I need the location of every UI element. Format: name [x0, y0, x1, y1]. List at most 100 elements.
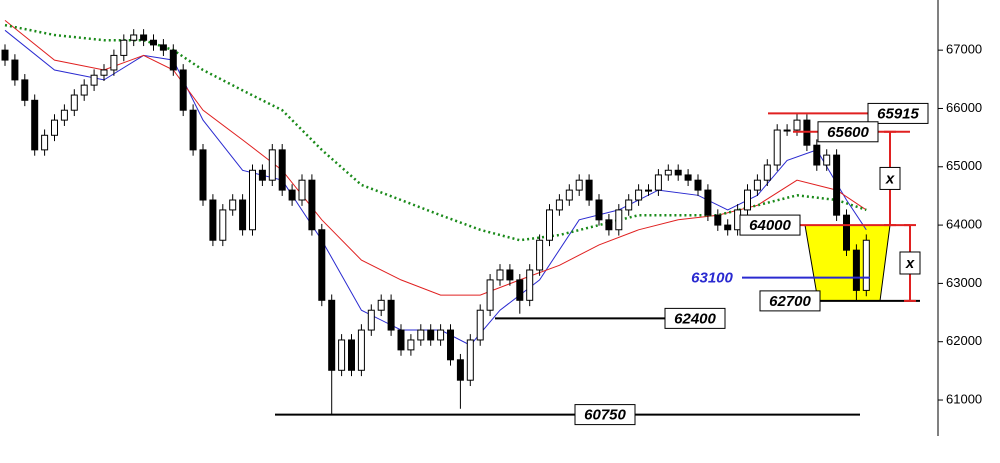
- candle-body: [605, 219, 613, 231]
- measure-label: x: [905, 255, 915, 272]
- candle-body: [21, 79, 29, 101]
- candle-body: [645, 189, 652, 192]
- candle-body: [80, 84, 88, 96]
- candle-body: [852, 249, 860, 291]
- level-label-box: [682, 267, 742, 288]
- candle-body: [110, 54, 118, 71]
- candle-body: [239, 199, 247, 231]
- level-label: 65600: [827, 124, 869, 141]
- candle-body: [268, 149, 276, 181]
- candle-body: [140, 34, 148, 41]
- candle-body: [506, 269, 514, 281]
- level-label: 65915: [877, 105, 919, 122]
- candle-body: [338, 339, 346, 371]
- level-label-box: [739, 214, 801, 236]
- candle-body: [397, 329, 405, 351]
- candle-body: [41, 134, 49, 151]
- candle-body: [674, 169, 682, 176]
- level-label: 60750: [584, 407, 626, 424]
- candle-body: [11, 59, 19, 81]
- y-tick-label: 67000: [946, 42, 982, 57]
- candle-body: [51, 119, 58, 136]
- candle-body: [150, 39, 157, 46]
- candle-body: [179, 69, 187, 111]
- y-tick-label: 65000: [946, 158, 982, 173]
- candle-body: [159, 44, 167, 51]
- candle-body: [833, 154, 841, 216]
- candle-body: [278, 149, 286, 191]
- level-label-box: [867, 102, 929, 124]
- candle-body: [724, 224, 732, 231]
- candle-body: [496, 269, 504, 281]
- level-label: 62700: [769, 293, 811, 310]
- candle-body: [763, 164, 771, 181]
- candle-body: [476, 309, 484, 341]
- candle-body: [536, 239, 544, 271]
- candle-body: [357, 329, 365, 371]
- candle-body: [169, 49, 177, 71]
- candle-body: [367, 309, 375, 331]
- level-label-box: [817, 121, 879, 143]
- candle-body: [753, 179, 761, 191]
- candle-body: [694, 179, 702, 191]
- candle-body: [377, 299, 385, 311]
- y-tick-label: 62000: [946, 333, 982, 348]
- candle-body: [407, 339, 415, 351]
- candle-body: [843, 214, 850, 251]
- y-tick-label: 63000: [946, 275, 982, 290]
- level-label-box: [664, 307, 726, 329]
- candle-body: [308, 179, 316, 231]
- candle-body: [1, 49, 9, 61]
- candle-body: [298, 179, 306, 201]
- candle-body: [447, 329, 454, 361]
- candle-body: [664, 169, 672, 176]
- candle-body: [229, 199, 237, 211]
- level-label: 62400: [674, 310, 716, 327]
- candle-body: [595, 199, 603, 221]
- candle-body: [546, 209, 553, 241]
- candle-body: [70, 94, 78, 111]
- candle-body: [288, 189, 296, 201]
- candle-body: [100, 69, 108, 76]
- candle-body: [249, 169, 256, 231]
- candle-body: [328, 299, 336, 371]
- candle-body: [258, 169, 266, 181]
- candle-body: [625, 199, 633, 211]
- measure-label: x: [885, 170, 895, 187]
- candle-body: [318, 229, 326, 301]
- candle-body: [417, 329, 425, 341]
- candle-body: [575, 179, 583, 191]
- candle-body: [773, 129, 781, 166]
- candle-body: [635, 189, 643, 201]
- y-tick-label: 64000: [946, 217, 982, 232]
- candle-body: [714, 214, 722, 226]
- candle-body: [427, 329, 435, 341]
- candle-body: [456, 359, 464, 381]
- candle-body: [704, 189, 712, 216]
- y-tick-label: 66000: [946, 100, 982, 115]
- candle-body: [813, 144, 821, 166]
- level-label: 63100: [691, 270, 733, 287]
- candle-body: [90, 74, 98, 86]
- level-label-box: [574, 404, 636, 426]
- candle-body: [130, 34, 138, 41]
- candle-body: [466, 339, 474, 381]
- candle-body: [615, 209, 623, 231]
- candle-body: [348, 339, 355, 371]
- level-label-box: [759, 290, 821, 312]
- candle-body: [199, 149, 207, 201]
- candle-body: [744, 189, 751, 211]
- candle-body: [120, 39, 128, 56]
- y-tick-label: 61000: [946, 391, 982, 406]
- candle-body: [565, 189, 573, 201]
- candle-body: [31, 99, 39, 151]
- candle-body: [585, 179, 593, 201]
- candle-body: [387, 299, 395, 331]
- candle-body: [219, 209, 227, 241]
- measure-label-box: [879, 166, 901, 190]
- candle-body: [654, 174, 662, 191]
- candle-body: [516, 279, 524, 301]
- candle-body: [526, 269, 534, 301]
- candle-body: [209, 199, 217, 241]
